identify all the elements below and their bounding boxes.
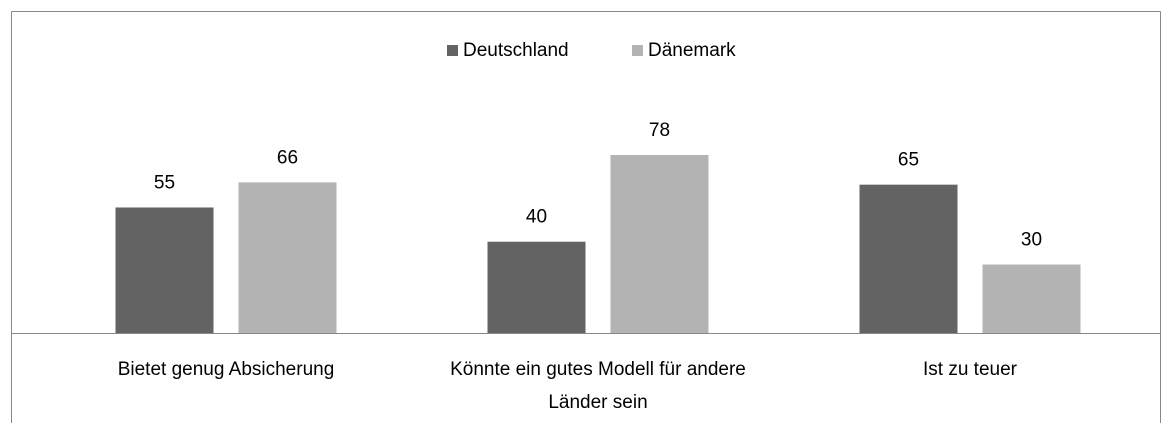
category-label: Könnte ein gutes Modell für andere Lände… bbox=[450, 359, 746, 413]
legend-swatch bbox=[447, 45, 458, 56]
bar bbox=[238, 182, 337, 333]
category-label: Ist zu teuer bbox=[923, 359, 1017, 380]
bar bbox=[982, 264, 1081, 333]
bar bbox=[487, 241, 586, 333]
bar bbox=[610, 155, 709, 333]
legend-label: Dänemark bbox=[648, 40, 736, 61]
value-label: 40 bbox=[526, 207, 547, 228]
bar bbox=[859, 184, 958, 333]
value-label: 55 bbox=[154, 173, 175, 194]
legend-swatch bbox=[632, 45, 643, 56]
bar bbox=[115, 207, 214, 333]
value-label: 66 bbox=[277, 147, 298, 168]
value-label: 65 bbox=[898, 150, 919, 171]
category-label: Bietet genug Absicherung bbox=[117, 359, 335, 380]
value-label: 78 bbox=[649, 120, 670, 141]
legend-label: Deutschland bbox=[463, 40, 569, 61]
value-label: 30 bbox=[1021, 230, 1042, 251]
